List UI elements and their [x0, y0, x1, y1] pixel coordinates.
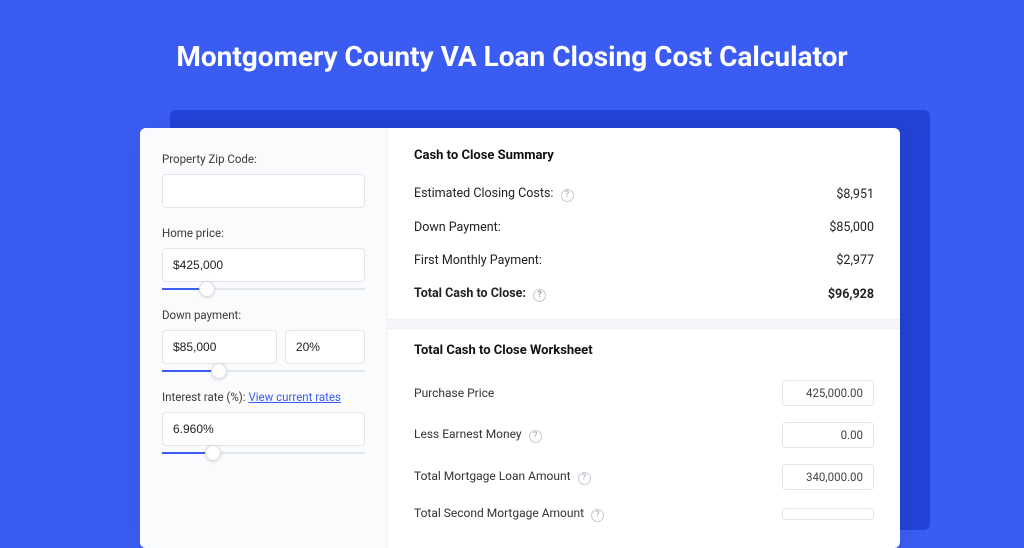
- interest-rate-slider-thumb[interactable]: [205, 445, 221, 461]
- interest-rate-input[interactable]: [162, 412, 365, 446]
- worksheet-row-second-mortgage: Total Second Mortgage Amount ?: [414, 498, 874, 530]
- down-payment-slider-thumb[interactable]: [211, 363, 227, 379]
- home-price-slider[interactable]: [162, 288, 365, 290]
- worksheet-heading: Total Cash to Close Worksheet: [414, 343, 874, 358]
- home-price-slider-thumb[interactable]: [199, 281, 215, 297]
- summary-value: $96,928: [828, 287, 874, 302]
- summary-label: Down Payment:: [414, 220, 501, 235]
- worksheet-row-purchase-price: Purchase Price 425,000.00: [414, 372, 874, 414]
- section-divider: [388, 319, 900, 329]
- inputs-panel: Property Zip Code: Home price: Down paym…: [140, 128, 388, 548]
- summary-label: First Monthly Payment:: [414, 253, 542, 268]
- worksheet-value[interactable]: 0.00: [782, 422, 874, 448]
- home-price-block: Home price:: [162, 226, 365, 290]
- view-rates-link[interactable]: View current rates: [248, 390, 341, 404]
- results-panel: Cash to Close Summary Estimated Closing …: [388, 128, 900, 548]
- interest-rate-label: Interest rate (%):: [162, 390, 246, 404]
- zip-label: Property Zip Code:: [162, 152, 365, 166]
- worksheet-row-mortgage-amount: Total Mortgage Loan Amount ? 340,000.00: [414, 456, 874, 498]
- summary-value: $2,977: [836, 253, 874, 268]
- interest-rate-label-row: Interest rate (%): View current rates: [162, 390, 365, 404]
- calculator-card: Property Zip Code: Home price: Down paym…: [140, 128, 900, 548]
- home-price-input[interactable]: [162, 248, 365, 282]
- worksheet-label: Total Mortgage Loan Amount: [414, 469, 571, 483]
- help-icon[interactable]: ?: [533, 289, 546, 302]
- worksheet-label: Total Second Mortgage Amount: [414, 506, 584, 520]
- down-payment-label: Down payment:: [162, 308, 365, 322]
- worksheet-label: Purchase Price: [414, 386, 494, 400]
- down-payment-block: Down payment:: [162, 308, 365, 372]
- worksheet-value[interactable]: 340,000.00: [782, 464, 874, 490]
- worksheet-value[interactable]: 425,000.00: [782, 380, 874, 406]
- help-icon[interactable]: ?: [561, 189, 574, 202]
- home-price-label: Home price:: [162, 226, 365, 240]
- zip-input[interactable]: [162, 174, 365, 208]
- worksheet-label: Less Earnest Money: [414, 427, 522, 441]
- help-icon[interactable]: ?: [578, 472, 591, 485]
- summary-value: $8,951: [836, 187, 874, 202]
- help-icon[interactable]: ?: [529, 430, 542, 443]
- summary-row-down-payment: Down Payment: $85,000: [414, 211, 874, 244]
- summary-row-first-payment: First Monthly Payment: $2,977: [414, 244, 874, 277]
- zip-field-block: Property Zip Code:: [162, 152, 365, 208]
- down-payment-slider[interactable]: [162, 370, 365, 372]
- worksheet-row-earnest-money: Less Earnest Money ? 0.00: [414, 414, 874, 456]
- summary-row-total: Total Cash to Close: ? $96,928: [414, 277, 874, 311]
- down-payment-pct-input[interactable]: [285, 330, 365, 364]
- help-icon[interactable]: ?: [591, 509, 604, 522]
- summary-heading: Cash to Close Summary: [414, 148, 874, 163]
- worksheet-value[interactable]: [782, 508, 874, 520]
- page-title: Montgomery County VA Loan Closing Cost C…: [0, 0, 1024, 101]
- interest-rate-slider[interactable]: [162, 452, 365, 454]
- summary-row-closing-costs: Estimated Closing Costs: ? $8,951: [414, 177, 874, 211]
- down-payment-amount-input[interactable]: [162, 330, 277, 364]
- summary-value: $85,000: [829, 220, 874, 235]
- summary-label: Total Cash to Close:: [414, 286, 526, 301]
- interest-rate-block: Interest rate (%): View current rates: [162, 390, 365, 454]
- summary-label: Estimated Closing Costs:: [414, 186, 553, 201]
